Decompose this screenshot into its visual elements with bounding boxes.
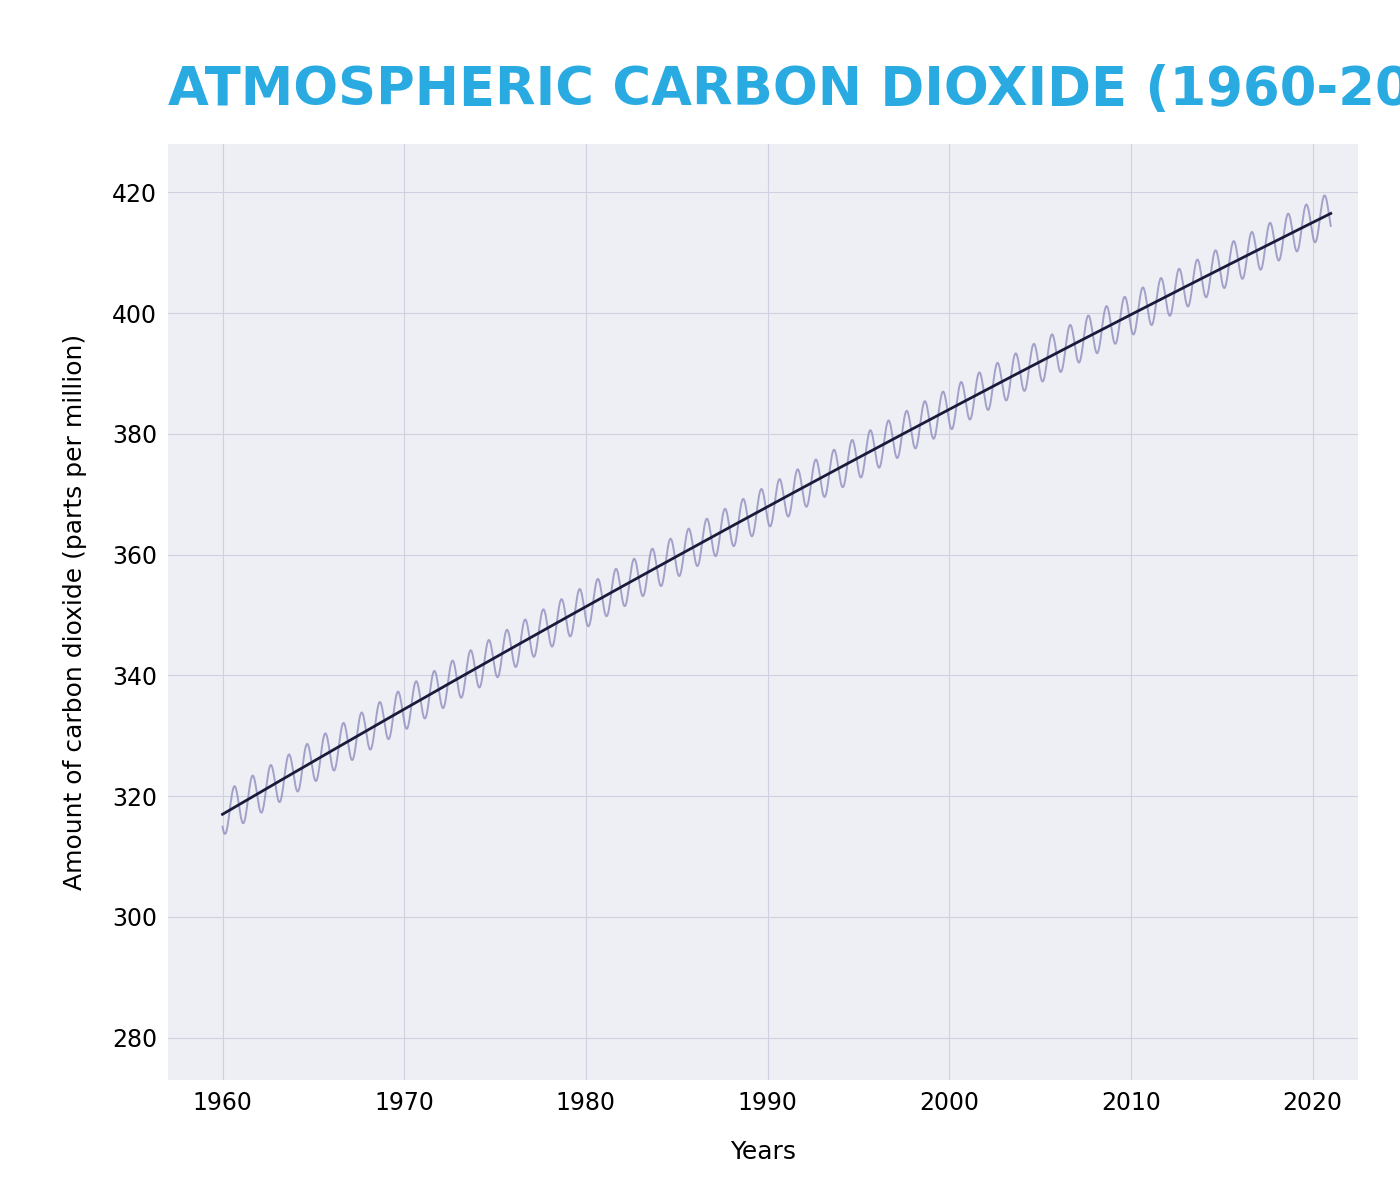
Text: ATMOSPHERIC CARBON DIOXIDE (1960-2021): ATMOSPHERIC CARBON DIOXIDE (1960-2021) [168,64,1400,116]
X-axis label: Years: Years [729,1140,797,1164]
Y-axis label: Amount of carbon dioxide (parts per million): Amount of carbon dioxide (parts per mill… [63,334,87,890]
